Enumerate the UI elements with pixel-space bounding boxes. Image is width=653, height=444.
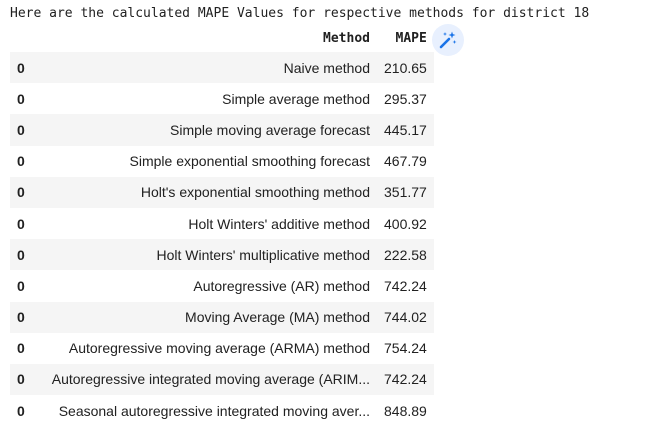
table-header-row: Method MAPE — [10, 25, 434, 52]
row-index: 0 — [17, 402, 25, 419]
row-index: 0 — [17, 153, 25, 170]
table-body: 0 Naive method 210.65 0 Simple average metho… — [10, 52, 434, 426]
table-row: 0 Autoregressive integrated moving averag… — [10, 363, 434, 396]
table-row: 0 Seasonal autoregressive integrated movi… — [10, 395, 434, 426]
table-row: 0 Autoregressive (AR) method 742.24 — [10, 270, 434, 301]
method-cell: Holt's exponential smoothing method — [140, 184, 370, 201]
mape-cell: 210.65 — [384, 59, 427, 76]
method-cell: Holt Winters' additive method — [188, 215, 370, 232]
method-cell: Holt Winters' multiplicative method — [156, 246, 370, 263]
method-cell: Simple average method — [222, 90, 370, 107]
table-row: 0 Autoregressive moving average (ARMA) me… — [10, 333, 434, 364]
table-row: 0 Holt Winters' multiplicative method 222.… — [10, 239, 434, 271]
method-cell: Autoregressive (AR) method — [193, 277, 370, 294]
mape-cell: 742.24 — [384, 371, 427, 388]
row-index: 0 — [17, 277, 25, 294]
mape-cell: 848.89 — [384, 402, 427, 419]
magic-wand-icon — [439, 31, 457, 49]
table-row: 0 Naive method 210.65 — [10, 52, 434, 84]
table-row: 0 Simple exponential smoothing forecast 46… — [10, 146, 434, 177]
method-cell: Autoregressive integrated moving average… — [51, 371, 370, 388]
method-cell: Naive method — [283, 59, 370, 76]
index-header — [10, 25, 38, 52]
method-cell: Simple moving average forecast — [170, 121, 370, 138]
method-cell: Seasonal autoregressive integrated movin… — [58, 402, 370, 419]
method-header: Method — [323, 31, 370, 46]
mape-cell: 467.79 — [384, 153, 427, 170]
method-cell: Moving Average (MA) method — [185, 309, 370, 326]
row-index: 0 — [17, 340, 25, 357]
mape-cell: 742.24 — [384, 277, 427, 294]
table-row: 0 Holt Winters' additive method 400.92 — [10, 208, 434, 239]
row-index: 0 — [17, 309, 25, 326]
table-row: 0 Simple moving average forecast 445.17 — [10, 114, 434, 146]
method-cell: Simple exponential smoothing forecast — [129, 153, 370, 170]
row-index: 0 — [17, 246, 25, 263]
method-cell: Autoregressive moving average (ARMA) met… — [68, 340, 370, 357]
cell-output-text: Here are the calculated MAPE Values for … — [10, 6, 590, 21]
row-index: 0 — [17, 184, 25, 201]
row-index: 0 — [17, 215, 25, 232]
mape-cell: 351.77 — [384, 184, 427, 201]
dataframe-table: Method MAPE 0 Naive method 210.65 0 Simple a… — [10, 25, 434, 426]
table-row: 0 Moving Average (MA) method 744.02 — [10, 301, 434, 333]
mape-cell: 754.24 — [384, 340, 427, 357]
row-index: 0 — [17, 371, 25, 388]
table-row: 0 Simple average method 295.37 — [10, 83, 434, 114]
mape-cell: 222.58 — [384, 246, 427, 263]
table-row: 0 Holt's exponential smoothing method 351.… — [10, 176, 434, 208]
mape-cell: 744.02 — [384, 309, 427, 326]
row-index: 0 — [17, 121, 25, 138]
mape-cell: 295.37 — [384, 90, 427, 107]
mape-cell: 400.92 — [384, 215, 427, 232]
suggest-chart-button[interactable] — [432, 24, 464, 56]
mape-header: MAPE — [395, 31, 427, 46]
mape-cell: 445.17 — [384, 121, 427, 138]
row-index: 0 — [17, 59, 25, 76]
row-index: 0 — [17, 90, 25, 107]
